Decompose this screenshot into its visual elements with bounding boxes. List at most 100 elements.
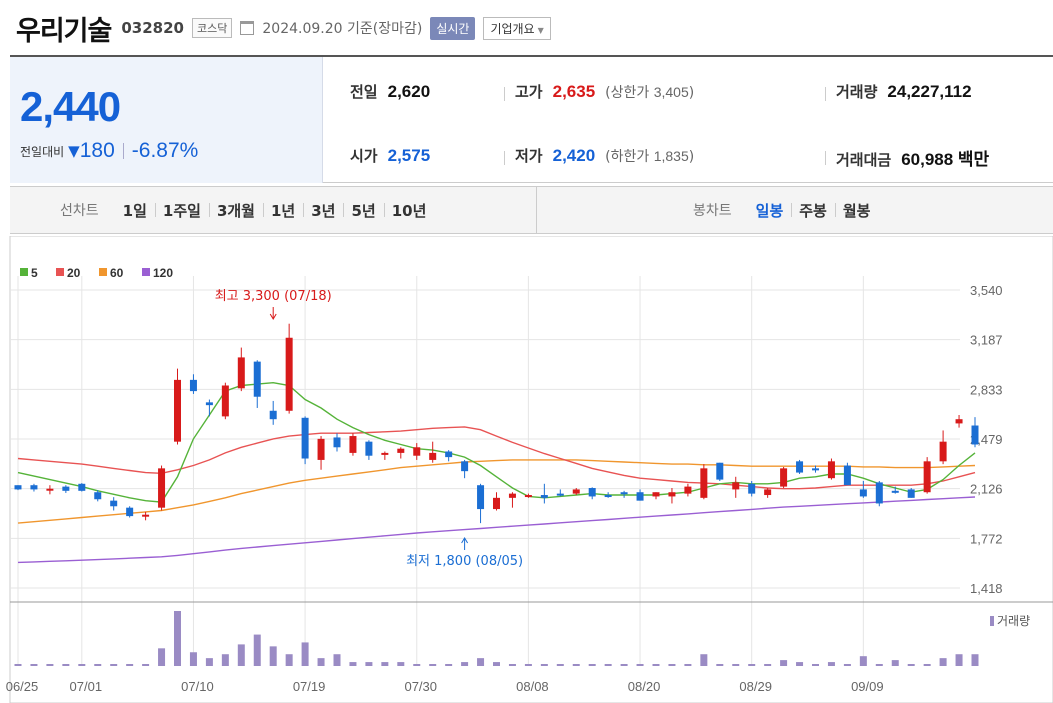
divider (536, 187, 537, 233)
candle-body (317, 438, 325, 460)
tab-10y[interactable]: 10년 (383, 200, 435, 221)
y-tick-label: 1,418 (970, 581, 1003, 596)
company-info-label: 기업개요 (490, 21, 535, 36)
candle-body (94, 492, 102, 500)
candle-body (732, 482, 740, 490)
tab-1y[interactable]: 1년 (262, 200, 303, 221)
volume-bar (237, 644, 245, 666)
candle-body (875, 482, 883, 504)
chart-legend: 5 20 60 120 (20, 266, 173, 280)
down-arrow-icon: ▼ (68, 142, 80, 160)
tab-daily[interactable]: 일봉 (755, 201, 784, 220)
chart-tabs: 선차트 1일 1주일 3개월 1년 3년 5년 10년 봉차트 일봉 주봉 월봉 (10, 186, 1053, 234)
volume-bar (445, 664, 453, 666)
volume-bar (94, 664, 102, 666)
change-label: 전일대비 (20, 144, 65, 159)
volume-bar (381, 662, 389, 666)
volume-bar (891, 660, 899, 666)
volume-bar (859, 656, 867, 666)
candle-body (572, 489, 580, 494)
volume-bar (62, 664, 70, 666)
chevron-down-icon: ▼ (537, 25, 544, 35)
volume-legend-label: 거래량 (997, 614, 1030, 628)
ma120-line (17, 496, 976, 564)
volume-bar (221, 654, 229, 666)
candle-body (158, 468, 166, 508)
candle-body (524, 495, 532, 498)
line-chart-tabs: 선차트 1일 1주일 3개월 1년 3년 5년 10년 (60, 187, 434, 233)
candle-body (269, 410, 277, 420)
tab-3m[interactable]: 3개월 (208, 200, 263, 221)
candle-chart-title: 봉차트 (693, 203, 732, 219)
volume-bar (142, 664, 150, 666)
candle-body (955, 419, 963, 424)
candle-body (780, 468, 788, 487)
market-badge: 코스닥 (192, 18, 233, 38)
candle-body (413, 447, 421, 456)
volume-bar (812, 664, 819, 666)
ma20-line (17, 426, 976, 490)
candle-body (429, 452, 437, 460)
volume-bar (556, 664, 564, 666)
tab-3y[interactable]: 3년 (303, 200, 343, 221)
y-tick-label: 3,187 (970, 333, 1003, 348)
trade-value-stat: 거래대금 60,988 백만 (836, 145, 989, 170)
volume-bar (189, 652, 197, 666)
candle-body (381, 452, 389, 455)
change-line: 전일대비 ▼ 180 -6.87% (20, 139, 198, 163)
candle-body (445, 451, 453, 458)
company-info-dropdown[interactable]: 기업개요 ▼ (483, 16, 551, 40)
candle-body (126, 507, 134, 517)
high-value: 2,635 (552, 82, 596, 101)
volume-bars (14, 611, 979, 666)
volume-bar (843, 664, 851, 666)
volume-bar (285, 654, 293, 666)
divider (825, 151, 826, 165)
calendar-icon (240, 21, 255, 35)
y-tick-label: 1,772 (970, 531, 1003, 546)
open-value: 2,575 (387, 146, 431, 165)
annotations: 최고 3,300 (07/18) 최저 1,800 (08/05) (215, 289, 523, 569)
open-label: 시가 (350, 147, 378, 165)
candle-body (716, 462, 724, 480)
x-tick-label: 08/08 (516, 679, 549, 694)
volume-bar (652, 664, 660, 666)
y-tick-label: 2,126 (970, 482, 1003, 497)
volume-stat: 거래량 24,227,112 (836, 81, 972, 102)
legend-label-60: 60 (110, 266, 124, 280)
volume-bar (174, 611, 181, 666)
candle-body (588, 488, 596, 497)
tab-1d[interactable]: 1일 (122, 201, 147, 220)
grid (10, 276, 960, 666)
volume-bar (604, 664, 612, 666)
moving-average-lines (17, 381, 976, 564)
realtime-button[interactable]: 실시간 (430, 16, 476, 40)
divider (504, 87, 505, 101)
lower-limit-value: 1,835 (653, 148, 689, 164)
tab-1w[interactable]: 1주일 (154, 200, 209, 221)
x-tick-label: 08/20 (628, 679, 661, 694)
volume-bar (939, 658, 947, 666)
upper-limit-label: 상한가 (610, 85, 650, 101)
company-name: 우리기술 (16, 15, 112, 47)
change-value: 180 (79, 139, 115, 162)
candle-body (189, 379, 197, 392)
volume-bar (78, 664, 86, 666)
candle-body (652, 492, 660, 497)
volume-bar (477, 658, 485, 666)
volume-bar (397, 662, 405, 666)
candle-body (604, 495, 612, 498)
volume-bar (716, 664, 724, 666)
candle-body (668, 492, 676, 497)
tab-weekly[interactable]: 주봉 (791, 200, 835, 221)
tab-monthly[interactable]: 월봉 (834, 200, 879, 221)
volume-label: 거래량 (836, 83, 878, 101)
legend-swatch-60 (99, 268, 107, 276)
volume-bar (907, 664, 915, 666)
volume-bar (14, 664, 22, 666)
volume-bar (540, 664, 548, 666)
tab-5y[interactable]: 5년 (343, 200, 383, 221)
candle-body (205, 402, 213, 406)
upper-limit-value: 3,405 (653, 84, 689, 100)
candle-body (174, 379, 181, 442)
